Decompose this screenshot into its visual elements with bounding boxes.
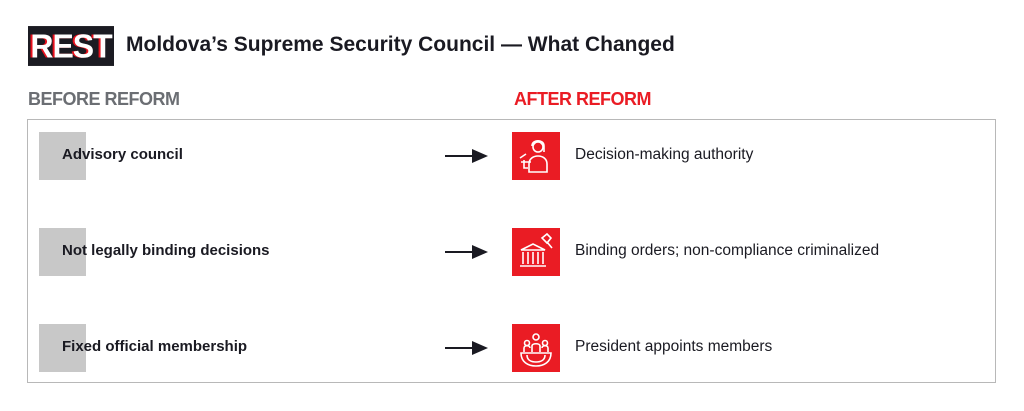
group-members-icon <box>512 324 560 372</box>
arrow-right-icon <box>445 149 488 163</box>
before-text: Fixed official membership <box>62 338 248 355</box>
comparison-table: Advisory council Decision-making authori… <box>27 119 996 383</box>
page-title: Moldova’s Supreme Security Council — Wha… <box>126 33 675 56</box>
after-text: Decision-making authority <box>575 146 754 163</box>
before-header: BEFORE REFORM <box>28 89 180 109</box>
judge-gavel-icon <box>512 132 560 180</box>
bullet-square <box>39 324 86 372</box>
bullet-square <box>39 132 86 180</box>
before-text: Advisory council <box>62 146 183 163</box>
bullet-square <box>39 228 86 276</box>
after-text: President appoints members <box>575 338 773 355</box>
before-text: Not legally binding decisions <box>62 242 270 259</box>
arrow-right-icon <box>445 341 488 355</box>
after-text: Binding orders; non-compliance criminali… <box>575 242 880 259</box>
comparison-row: Not legally binding decisions Binding or… <box>28 228 995 276</box>
comparison-row: Advisory council Decision-making authori… <box>28 132 995 180</box>
rest-logo: REST <box>28 26 114 66</box>
courthouse-gavel-icon <box>512 228 560 276</box>
comparison-row: Fixed official membership President appo… <box>28 324 995 372</box>
after-header: AFTER REFORM <box>514 89 652 109</box>
arrow-right-icon <box>445 245 488 259</box>
